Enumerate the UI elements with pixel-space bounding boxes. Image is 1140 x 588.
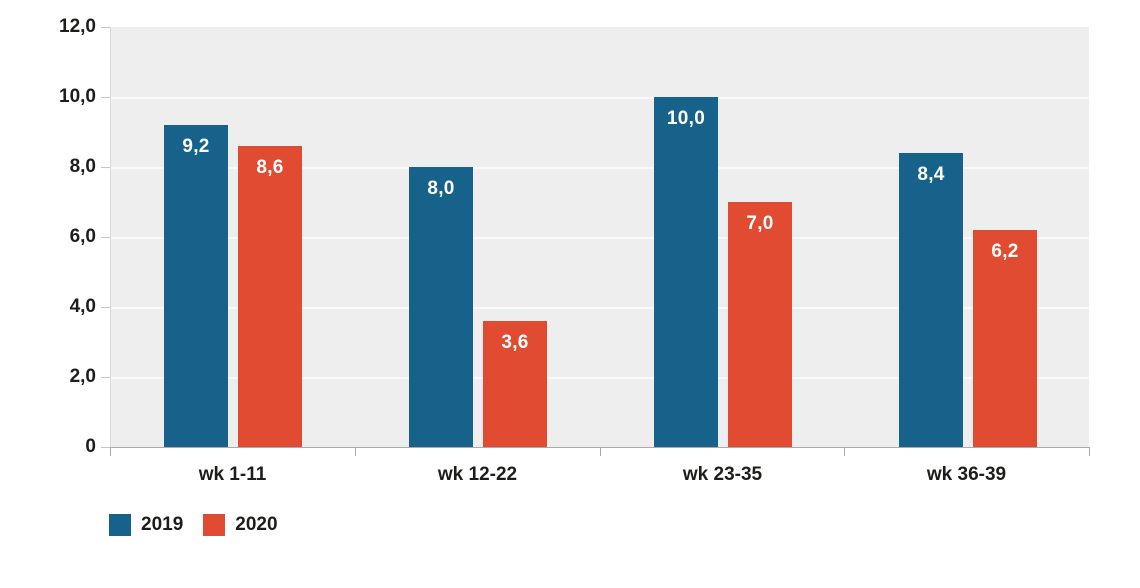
bar-2020-group4: 6,2	[973, 230, 1037, 447]
y-axis-tick	[101, 237, 110, 238]
legend-label: 2020	[235, 514, 278, 535]
legend-swatch	[109, 514, 131, 536]
bar-value-label: 8,4	[917, 164, 945, 185]
bar-value-label: 8,6	[256, 157, 284, 178]
y-axis-tick-label: 4,0	[69, 296, 96, 317]
bar-2020-group3: 7,0	[728, 202, 792, 447]
bar-2019-group3: 10,0	[654, 97, 718, 447]
legend-item-2020: 2020	[203, 514, 278, 536]
gridline	[111, 377, 1089, 379]
x-axis-tick	[355, 447, 356, 456]
bar-value-label: 3,6	[501, 332, 529, 353]
bar-2020-group2: 3,6	[483, 321, 547, 447]
x-axis-tick	[600, 447, 601, 456]
legend-swatch	[203, 514, 226, 536]
y-axis-tick-label: 12,0	[59, 16, 96, 37]
legend-label: 2019	[141, 514, 184, 535]
y-axis-tick	[101, 307, 110, 308]
bar-value-label: 7,0	[746, 213, 774, 234]
gridline	[111, 97, 1089, 99]
bar-2019-group1: 9,2	[164, 125, 228, 447]
y-axis-tick-label: 8,0	[69, 156, 96, 177]
bar-value-label: 10,0	[666, 108, 706, 129]
legend: 2019 2020	[109, 514, 278, 536]
x-axis-category-label: wk 1-11	[198, 464, 267, 485]
x-axis-tick	[844, 447, 845, 456]
gridline	[111, 167, 1089, 169]
gridline	[111, 237, 1089, 239]
y-axis-tick	[101, 447, 110, 448]
bar-value-label: 8,0	[427, 178, 455, 199]
y-axis-tick-label: 6,0	[69, 226, 96, 247]
y-axis-tick	[101, 167, 110, 168]
y-axis-tick-label: 2,0	[69, 366, 96, 387]
x-axis-category-label: wk 12-22	[437, 464, 518, 485]
bar-value-label: 6,2	[991, 241, 1019, 262]
y-axis-tick-label: 0	[85, 436, 96, 457]
y-axis-tick	[101, 97, 110, 98]
legend-item-2019: 2019	[109, 514, 183, 536]
x-axis-category-label: wk 36-39	[926, 464, 1007, 485]
x-axis-tick	[1089, 447, 1090, 456]
bar-2020-group1: 8,6	[238, 146, 302, 447]
bar-2019-group2: 8,0	[409, 167, 473, 447]
x-axis-baseline	[110, 447, 1090, 448]
y-axis-tick-label: 10,0	[59, 86, 96, 107]
bar-2019-group4: 8,4	[899, 153, 963, 447]
x-axis-category-label: wk 23-35	[682, 464, 763, 485]
gridline	[111, 307, 1089, 309]
y-axis-tick	[101, 27, 110, 28]
x-axis-tick	[110, 447, 111, 456]
bar-value-label: 9,2	[182, 136, 210, 157]
y-axis-tick	[101, 377, 110, 378]
plot-area: 9,2 8,6 8,0 3,6 10,0 7,0 8,4 6,2	[110, 27, 1089, 447]
